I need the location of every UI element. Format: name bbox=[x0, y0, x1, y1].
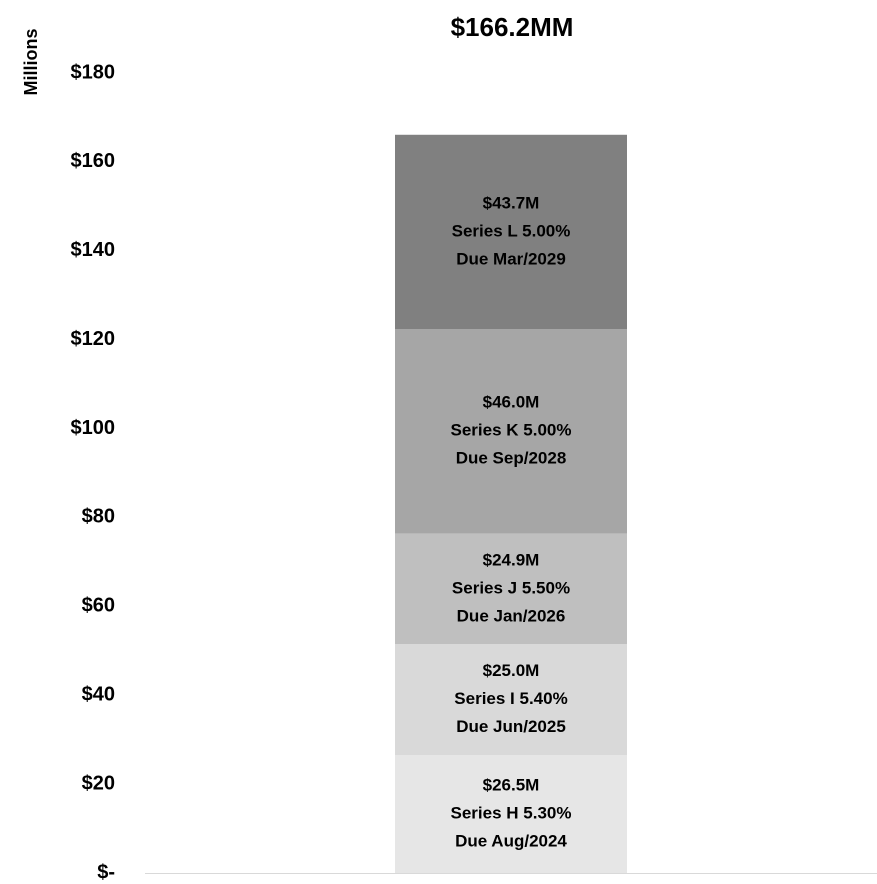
data-label: $43.7M bbox=[483, 193, 540, 212]
y-axis-label: Millions bbox=[21, 29, 41, 96]
data-label: $25.0M bbox=[483, 661, 540, 680]
series-name: Series K 5.00% bbox=[451, 421, 572, 440]
bar-segment bbox=[395, 755, 627, 873]
y-tick-label: $- bbox=[97, 861, 115, 883]
y-tick-label: $60 bbox=[82, 595, 115, 617]
data-label: $24.9M bbox=[483, 550, 540, 569]
data-label: $46.0M bbox=[483, 393, 540, 412]
y-tick-label: $20 bbox=[82, 772, 115, 794]
y-tick-label: $80 bbox=[82, 506, 115, 528]
y-tick-label: $160 bbox=[71, 150, 116, 172]
maturity-label: Due Jun/2025 bbox=[456, 717, 566, 736]
maturity-label: Due Mar/2029 bbox=[456, 249, 566, 268]
data-label: $26.5M bbox=[483, 776, 540, 795]
y-tick-label: $140 bbox=[71, 239, 116, 261]
series-name: Series J 5.50% bbox=[452, 578, 570, 597]
bar-segment bbox=[395, 533, 627, 645]
y-tick-label: $40 bbox=[82, 684, 115, 706]
maturity-label: Due Jan/2026 bbox=[457, 606, 566, 625]
bar-segment bbox=[395, 329, 627, 534]
y-tick-label: $120 bbox=[71, 328, 116, 350]
bar-segment bbox=[395, 644, 627, 756]
bar-segment bbox=[395, 134, 627, 329]
maturity-label: Due Aug/2024 bbox=[455, 832, 567, 851]
y-tick-label: $100 bbox=[71, 417, 116, 439]
series-name: Series H 5.30% bbox=[451, 804, 572, 823]
maturity-label: Due Sep/2028 bbox=[456, 449, 567, 468]
series-name: Series L 5.00% bbox=[452, 221, 571, 240]
chart-title: $166.2MM bbox=[451, 12, 574, 42]
series-name: Series I 5.40% bbox=[454, 689, 567, 708]
y-tick-label: $180 bbox=[71, 61, 116, 83]
